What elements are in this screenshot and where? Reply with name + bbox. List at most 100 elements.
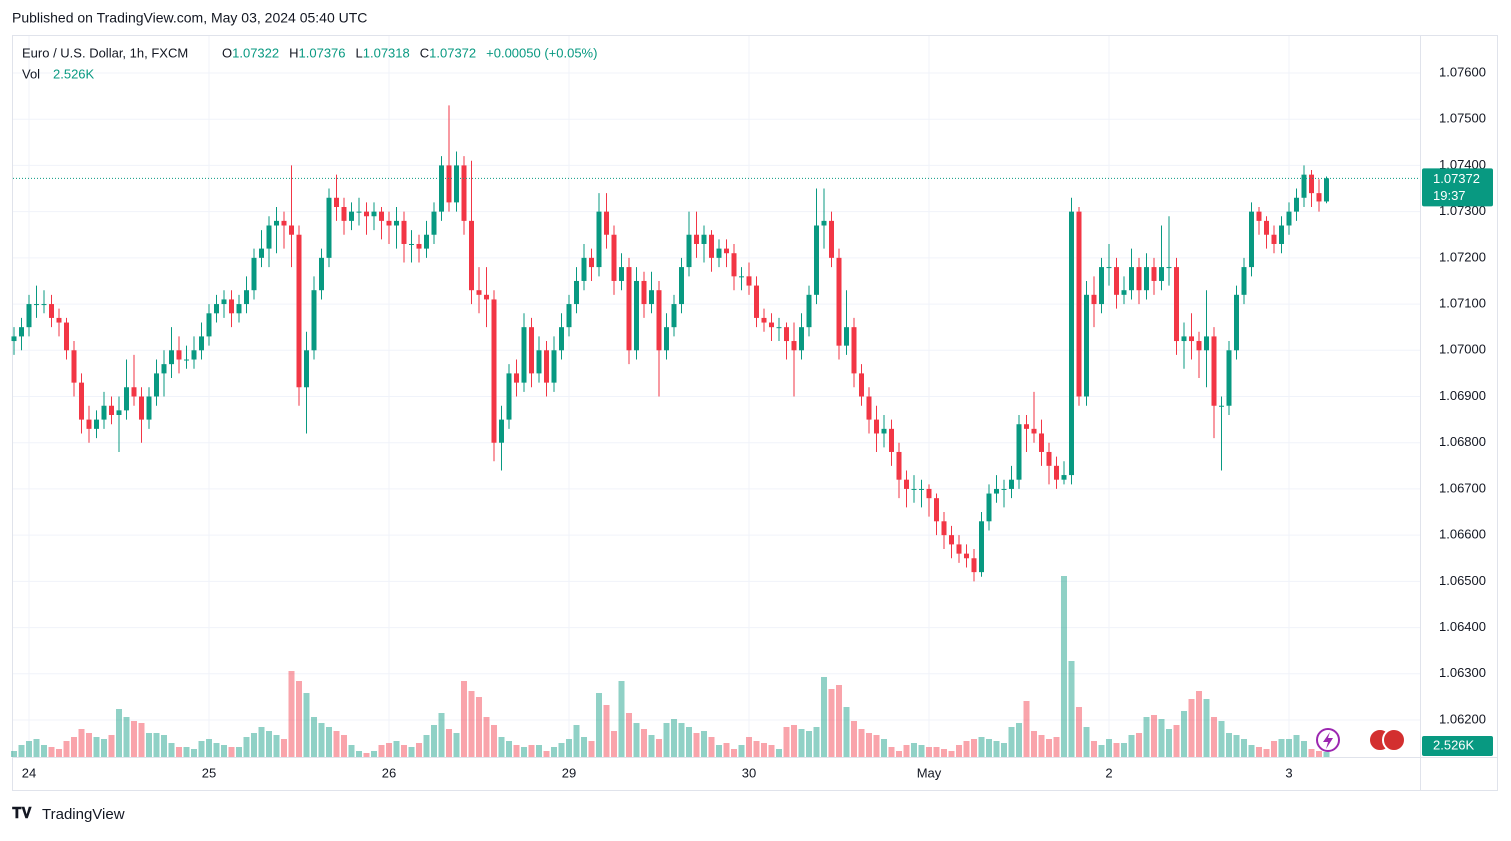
y-tick-label: 1.07600: [1439, 64, 1486, 79]
volume-bar: [1241, 739, 1247, 757]
candle-body: [49, 304, 54, 318]
candle-body: [1069, 211, 1074, 476]
candle-body: [19, 327, 24, 337]
candle-body: [761, 317, 767, 323]
volume-bar: [836, 685, 842, 757]
candle-body: [724, 248, 729, 254]
candle-body: [581, 257, 587, 281]
volume-bar: [656, 739, 662, 757]
volume-bar: [1038, 735, 1045, 757]
volume-bar: [266, 731, 272, 757]
y-tick-label: 1.07300: [1439, 203, 1486, 218]
volume-bar: [1023, 701, 1030, 757]
volume-bar: [1301, 741, 1307, 757]
candle-body: [889, 428, 894, 452]
volume-bar: [1068, 661, 1075, 757]
candle-body: [1114, 267, 1119, 295]
candle-body: [304, 350, 309, 388]
y-tick-label: 1.06900: [1439, 388, 1486, 403]
candle-body: [521, 327, 527, 383]
candle-body: [491, 299, 497, 443]
candle-body: [101, 405, 107, 420]
volume-bar: [206, 739, 212, 757]
candle-body: [476, 290, 482, 295]
candle-body: [1316, 193, 1322, 202]
candle-body: [1174, 267, 1179, 342]
volume-bar: [1113, 743, 1120, 757]
volume-bar: [93, 737, 100, 757]
candle-body: [1121, 290, 1127, 295]
candle-body: [994, 488, 999, 494]
candle-body: [619, 267, 624, 281]
candle-body: [844, 327, 849, 346]
candle-body: [184, 359, 189, 361]
volume-bar: [1308, 749, 1315, 757]
volume-bar: [1226, 733, 1232, 757]
candle-body: [356, 211, 362, 213]
volume-bar: [603, 705, 610, 757]
lightning: [1323, 732, 1333, 749]
volume-bar: [1091, 741, 1097, 757]
candle-body: [739, 276, 744, 278]
candle-body: [439, 165, 444, 212]
chart-frame: [12, 35, 1498, 791]
volume-bar: [18, 745, 25, 757]
x-tick-label: 2: [1105, 765, 1112, 780]
volume-bar: [71, 737, 77, 757]
candle-body: [514, 373, 519, 383]
volume-bar: [1233, 735, 1240, 757]
volume-bar: [551, 747, 557, 757]
candle-body: [754, 285, 759, 318]
volume-bar: [401, 745, 407, 757]
volume-bar: [86, 733, 92, 757]
candle-body: [1189, 336, 1194, 342]
volume-bar: [978, 737, 985, 757]
candle-body: [1084, 294, 1089, 397]
volume-bar: [498, 737, 505, 757]
candle-body: [409, 243, 414, 245]
volume-bar: [408, 747, 415, 757]
volume-bar: [1031, 731, 1037, 757]
volume-bar: [521, 747, 527, 757]
volume-bar: [1293, 735, 1300, 757]
volume-bar: [566, 739, 572, 757]
volume-bar: [333, 731, 340, 757]
candle-body: [1129, 267, 1134, 291]
volume-bar: [1263, 749, 1270, 757]
candle-body: [536, 350, 542, 374]
volume-bar: [1061, 576, 1067, 757]
volume-bar: [243, 737, 250, 757]
volume-bar: [258, 727, 265, 757]
candle-body: [821, 220, 827, 226]
candle-body: [71, 350, 77, 383]
candle-body: [1061, 475, 1067, 480]
candle-body: [1009, 479, 1014, 489]
volume-bar: [611, 731, 617, 757]
candle-body: [229, 299, 234, 314]
candle-body: [86, 419, 92, 429]
flag-icon[interactable]: [1382, 728, 1406, 752]
volume-bar: [341, 735, 347, 757]
candle-body: [911, 488, 917, 490]
candle-body: [791, 341, 797, 351]
ohlc-value: 1.07376: [299, 45, 346, 60]
volume-bar: [281, 739, 287, 757]
volume-bar: [48, 747, 55, 757]
candle-body: [881, 428, 887, 434]
volume-bar: [33, 739, 40, 757]
candle-body: [1241, 267, 1247, 295]
candle-body: [349, 211, 354, 221]
x-tick-label: 24: [22, 765, 36, 780]
volume-bar: [768, 745, 775, 757]
volume-bar: [971, 739, 977, 757]
candle-body: [971, 558, 977, 573]
candle-body: [161, 364, 167, 374]
candle-body: [1181, 336, 1187, 342]
ohlc-key: H: [289, 45, 298, 60]
volume-bar: [686, 727, 692, 757]
volume-bar: [798, 729, 805, 757]
candle-body: [686, 234, 692, 268]
candle-body: [829, 220, 834, 258]
volume-bar: [356, 751, 362, 757]
candle-body: [506, 373, 512, 420]
